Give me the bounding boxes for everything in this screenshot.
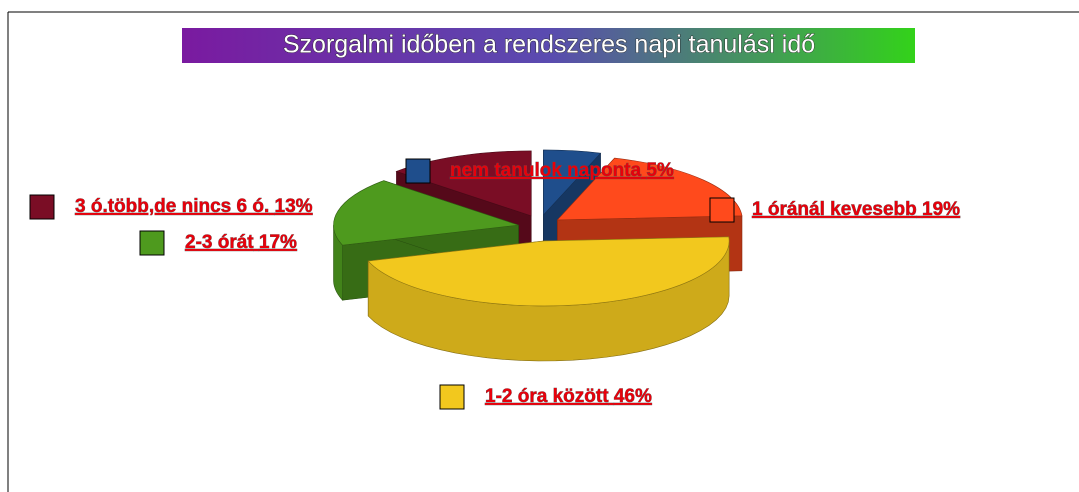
data-label: 1-2 óra között 46% [485, 386, 652, 407]
pie [333, 149, 743, 362]
slice [556, 157, 743, 221]
label-value: 13% [275, 196, 313, 217]
chart-title: Szorgalmi időben a rendszeres napi tanul… [283, 31, 815, 59]
slice [543, 149, 602, 216]
legend-key [139, 230, 165, 256]
label-value: 17% [259, 232, 297, 253]
title-background [182, 28, 915, 63]
legend-key [439, 384, 465, 410]
legend-key [405, 158, 431, 184]
label-category: nem tanulok naponta [450, 160, 642, 181]
label-value: 19% [922, 199, 960, 220]
label-value: 5% [646, 160, 674, 181]
label-category: 1 óránál kevesebb [752, 199, 917, 220]
slice [333, 180, 519, 246]
data-label: 3 ó.több,de nincs 6 ó. 13% [75, 196, 313, 217]
data-label: 2-3 órát 17% [185, 232, 297, 253]
labels: nem tanulok naponta 5% 1 óránál kevesebb … [29, 158, 960, 410]
data-label: 1 óránál kevesebb 19% [752, 199, 960, 220]
label-category: 1-2 óra között [485, 386, 609, 407]
data-label: nem tanulok naponta 5% [450, 160, 674, 181]
legend-key [709, 197, 735, 223]
slice [367, 236, 730, 307]
label-category: 2-3 órát [185, 232, 254, 253]
label-category: 3 ó.több,de nincs 6 ó. [75, 196, 269, 217]
label-value: 46% [614, 386, 652, 407]
legend-key [29, 194, 55, 220]
